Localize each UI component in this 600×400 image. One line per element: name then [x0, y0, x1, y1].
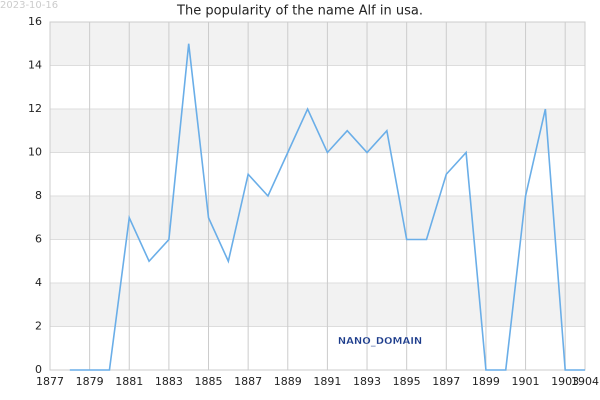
x-tick-label: 1899 [472, 375, 500, 388]
grid-band [50, 152, 585, 196]
plot-border [49, 21, 586, 371]
grid-band [50, 196, 585, 240]
grid-band [50, 239, 585, 283]
x-tick-label: 1877 [36, 375, 64, 388]
grid-band [50, 283, 585, 327]
x-tick-label: 1895 [393, 375, 421, 388]
y-tick-label: 2 [35, 320, 42, 333]
x-tick-label: 1901 [512, 375, 540, 388]
date-label: 2023-10-16 [0, 0, 58, 11]
y-tick-label: 16 [28, 15, 42, 28]
x-tick-label: 1891 [313, 375, 341, 388]
x-tick-label: 1897 [432, 375, 460, 388]
y-tick-label: 12 [28, 102, 42, 115]
x-tick-label: 1879 [76, 375, 104, 388]
grid-band [50, 326, 585, 370]
x-tick-label: 1887 [234, 375, 262, 388]
x-tick-label: 1889 [274, 375, 302, 388]
line [69, 43, 585, 371]
x-tick-label: 1881 [115, 375, 143, 388]
x-tick-label: 1904 [571, 375, 599, 388]
grid-band [50, 65, 585, 109]
y-tick-label: 14 [28, 59, 42, 72]
watermark: NANO_DOMAIN [338, 336, 423, 347]
y-tick-label: 0 [35, 363, 42, 376]
y-tick-label: 8 [35, 189, 42, 202]
y-tick-label: 6 [35, 233, 42, 246]
x-tick-label: 1903 [551, 375, 579, 388]
x-tick-label: 1885 [195, 375, 223, 388]
x-tick-label: 1883 [155, 375, 183, 388]
y-tick-label: 10 [28, 146, 42, 159]
x-tick-label: 1893 [353, 375, 381, 388]
y-tick-label: 4 [35, 276, 42, 289]
grid-band [50, 22, 585, 66]
chart-title: The popularity of the name Alf in usa. [176, 4, 423, 19]
